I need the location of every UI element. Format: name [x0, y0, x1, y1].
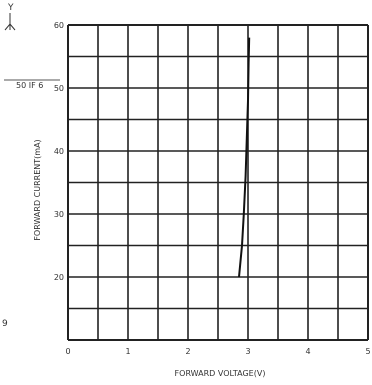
x-tick-label: 4	[305, 347, 310, 356]
x-tick-label: 0	[65, 347, 70, 356]
series-layer	[238, 37, 251, 278]
y-tick-label: 50	[54, 84, 64, 93]
x-tick-label: 1	[125, 347, 130, 356]
tick-labels: 0 1 2 3 4 5 20 30 40 50 60	[54, 21, 371, 356]
y-axis-label: FORWARD CURRENT(mA)	[33, 139, 42, 240]
y-tick-label: 30	[54, 210, 64, 219]
y-tick-label: 20	[54, 273, 64, 282]
y-tick-label: 40	[54, 147, 64, 156]
bottom-margin-mark: 9	[2, 319, 8, 329]
x-axis-label: FORWARD VOLTAGE(V)	[175, 369, 266, 378]
series-line	[238, 37, 251, 278]
y-indicator-arrow-icon	[4, 23, 16, 31]
y-indicator-glyph: Y	[7, 3, 14, 13]
marker-text: 50 IF 6	[16, 81, 43, 90]
y-tick-label: 60	[54, 21, 64, 30]
grid	[67, 24, 369, 341]
x-tick-label: 2	[185, 347, 190, 356]
x-tick-label: 3	[245, 347, 250, 356]
x-tick-label: 5	[365, 347, 370, 356]
